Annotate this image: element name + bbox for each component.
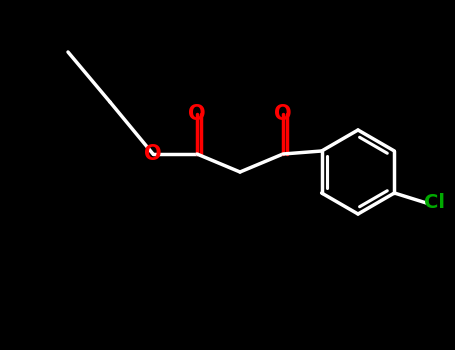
Text: Cl: Cl bbox=[424, 194, 445, 212]
Text: O: O bbox=[274, 104, 292, 124]
Text: O: O bbox=[188, 104, 206, 124]
Text: O: O bbox=[144, 144, 162, 164]
